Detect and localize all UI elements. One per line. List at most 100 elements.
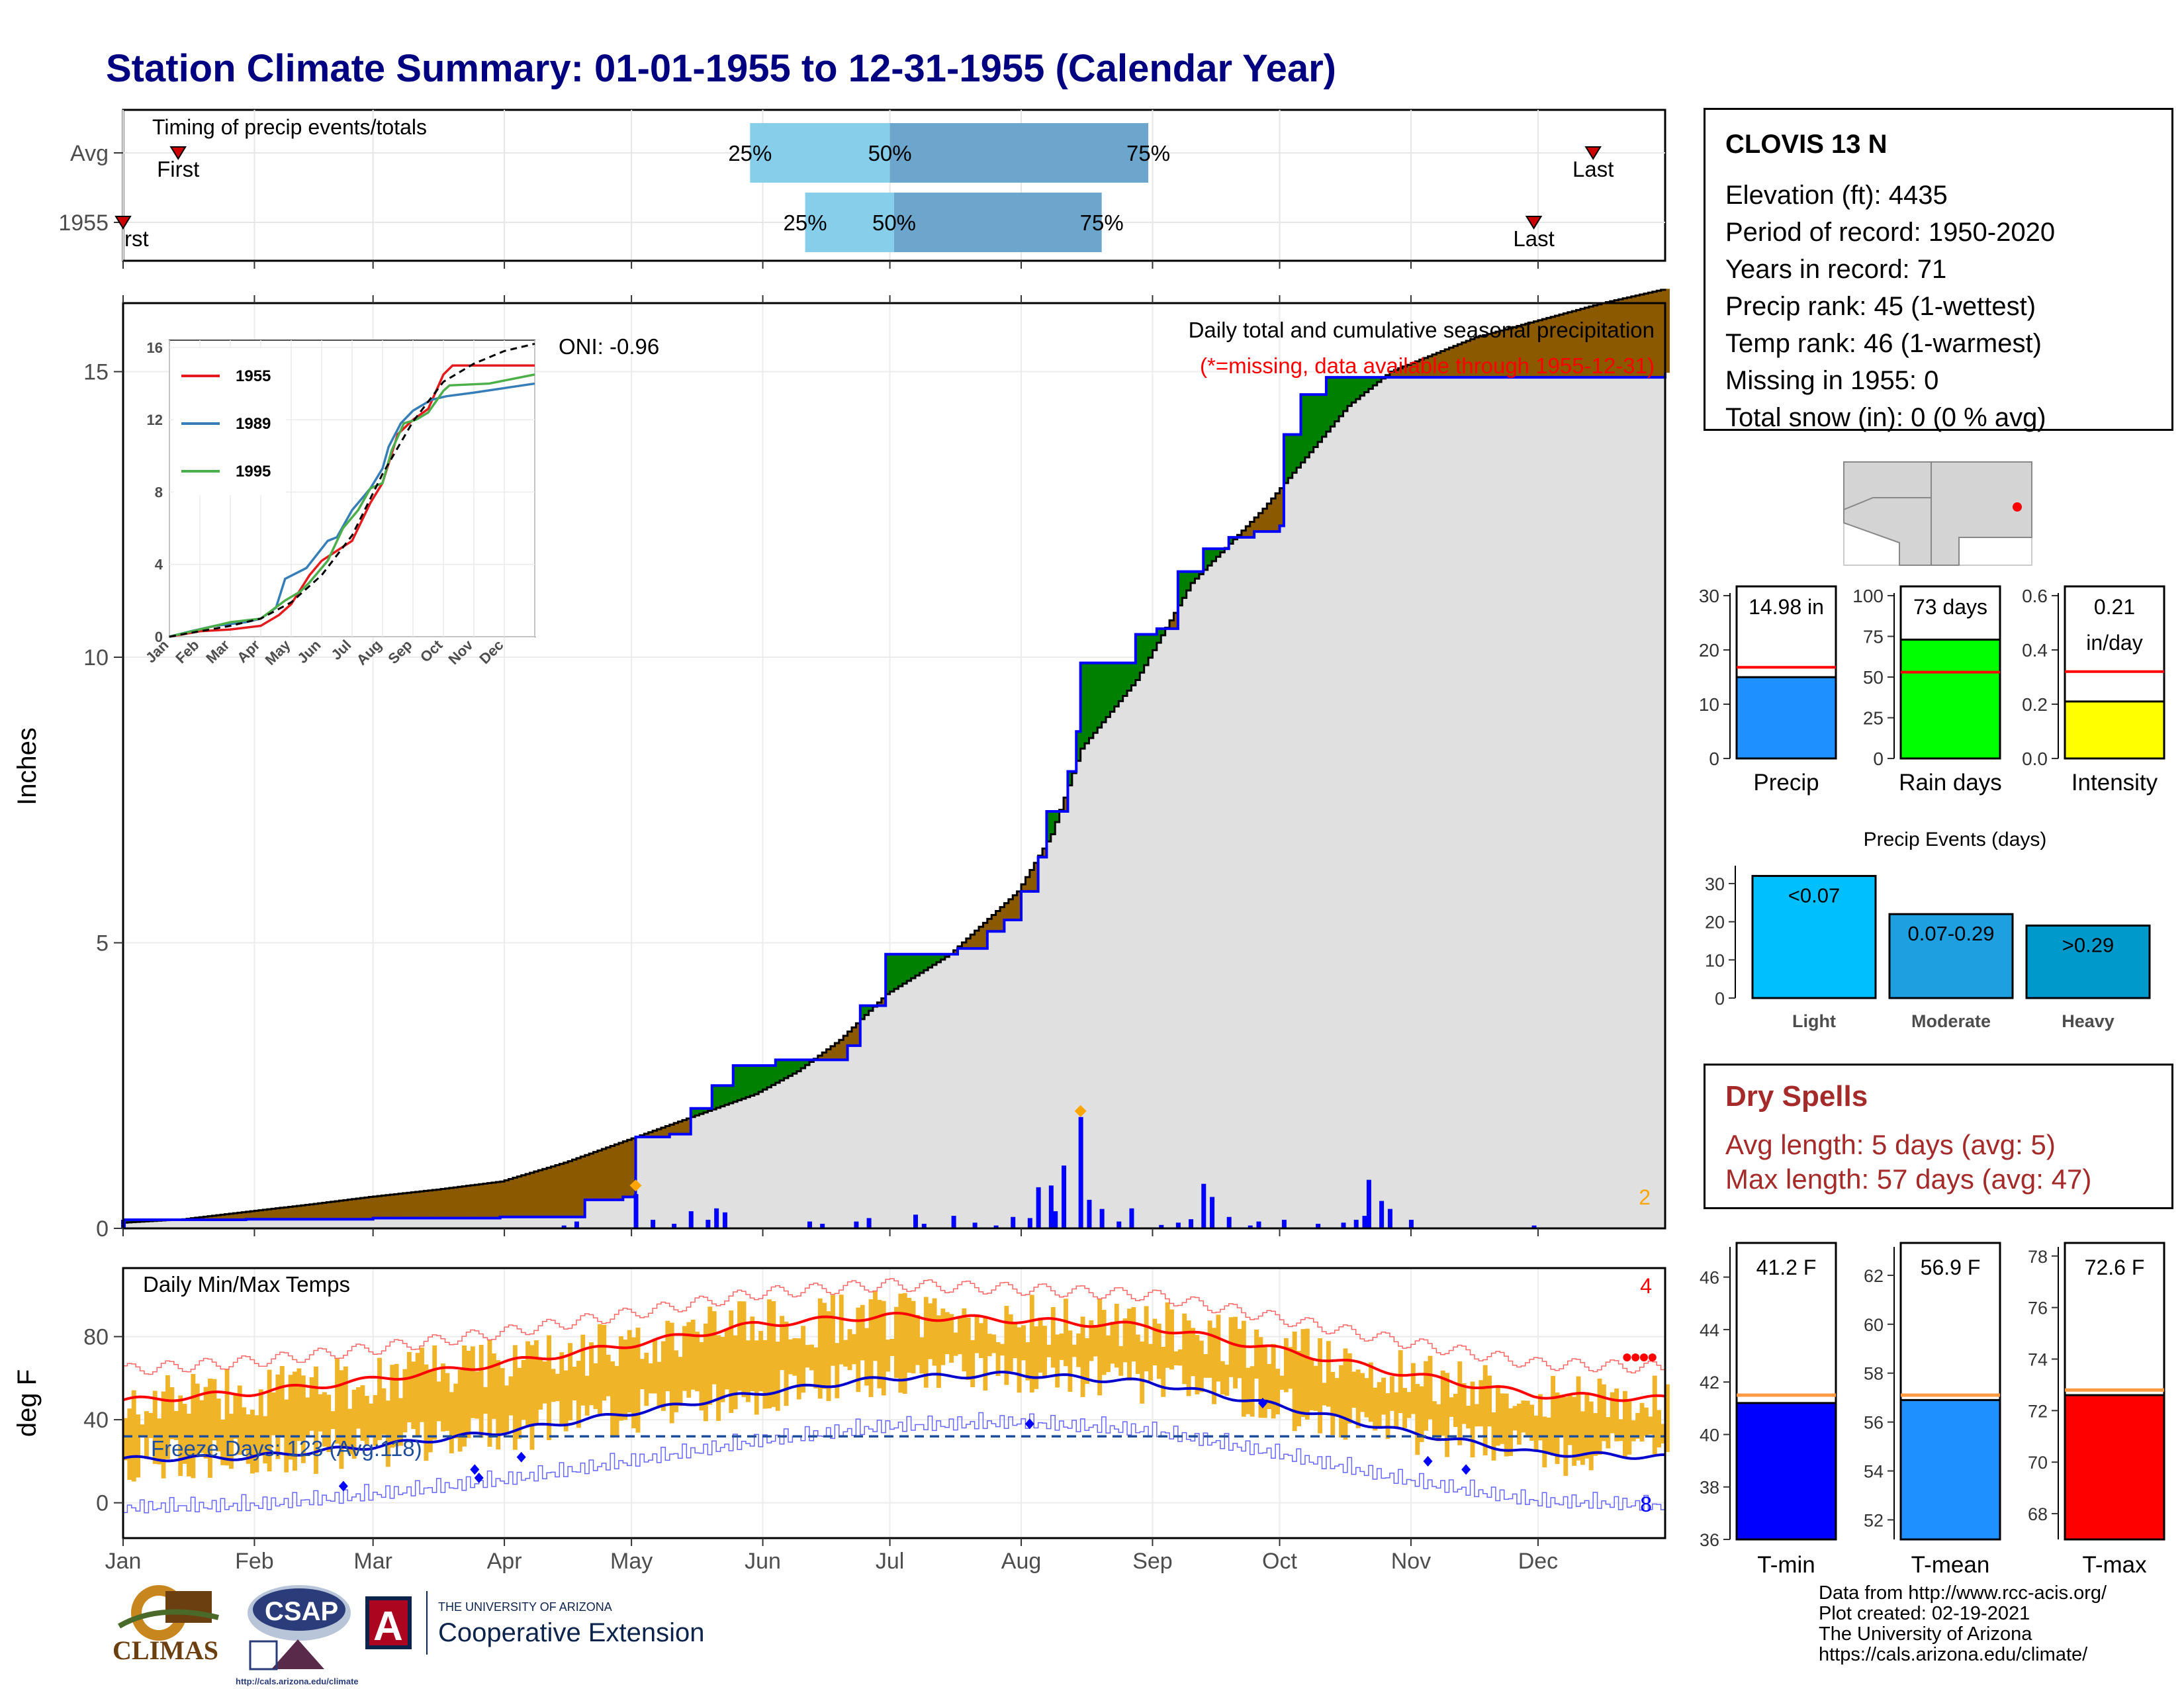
daily-temp-bar xyxy=(788,1340,793,1375)
deficit-band xyxy=(322,1203,327,1219)
surplus-band xyxy=(716,1085,721,1108)
daily-precip-bar xyxy=(1028,1218,1032,1228)
daily-temp-bar xyxy=(954,1332,958,1355)
dry-spells-box: Dry Spells Avg length: 5 days (avg: 5) M… xyxy=(1704,1064,2173,1209)
deficit-band xyxy=(424,1191,428,1218)
daily-temp-bar xyxy=(776,1342,780,1411)
daily-temp-bar xyxy=(492,1353,496,1419)
daily-temp-bar xyxy=(877,1300,882,1389)
surplus-band xyxy=(1314,394,1318,447)
csap-text: CSAP xyxy=(265,1597,338,1626)
first-label: First xyxy=(157,157,199,181)
daily-temp-bar xyxy=(1305,1329,1310,1420)
surplus-band xyxy=(725,1085,729,1105)
daily-temp-bar xyxy=(1229,1317,1234,1377)
tbar-label: T-max xyxy=(2082,1552,2147,1578)
daily-temp-bar xyxy=(445,1373,449,1431)
deficit-band xyxy=(453,1187,458,1218)
deficit-band xyxy=(471,1185,475,1218)
temp-ylabel: deg F xyxy=(13,1369,42,1437)
station-snow: Total snow (in): 0 (0 % avg) xyxy=(1725,399,2152,436)
daily-temp-bar xyxy=(1517,1404,1522,1445)
daily-temp-bar xyxy=(407,1352,412,1422)
first-label: rst xyxy=(124,226,149,251)
daily-temp-bar xyxy=(1102,1310,1107,1375)
daily-temp-bar xyxy=(1013,1324,1017,1358)
tbar-value: 72.6 F xyxy=(2085,1255,2145,1279)
daily-temp-bar xyxy=(670,1323,674,1424)
tbar-y-tick: 40 xyxy=(1700,1425,1719,1445)
deficit-band xyxy=(525,1174,530,1217)
daily-temp-bar xyxy=(970,1340,975,1387)
daily-temp-bar xyxy=(1648,1416,1653,1434)
summary-value-unit: in/day xyxy=(2086,631,2142,655)
daily-precip-bar xyxy=(1079,1117,1083,1228)
credit-line: The University of Arizona xyxy=(1819,1624,2107,1645)
month-label: Mar xyxy=(353,1549,392,1574)
deficit-band xyxy=(530,1173,535,1217)
daily-temp-bar xyxy=(1373,1388,1377,1431)
daily-temp-bar xyxy=(1407,1392,1412,1418)
last-label: Last xyxy=(1513,226,1554,251)
inset-y-tick: 4 xyxy=(155,557,163,573)
daily-temp-bar xyxy=(623,1340,627,1420)
summary-value: 73 days xyxy=(1913,595,1987,619)
dry-spells-avg: Avg length: 5 days (avg: 5) xyxy=(1725,1128,2152,1162)
daily-temp-bar xyxy=(1131,1307,1136,1361)
surplus-band xyxy=(907,954,911,981)
deficit-band xyxy=(335,1201,340,1219)
daily-temp-bar xyxy=(1424,1361,1428,1431)
extreme-count: 2 xyxy=(1639,1185,1651,1209)
daily-temp-bar xyxy=(813,1347,818,1389)
deficit-band xyxy=(289,1207,293,1219)
daily-temp-bar xyxy=(890,1339,895,1356)
daily-temp-bar xyxy=(1347,1353,1352,1424)
daily-temp-bar xyxy=(606,1355,611,1396)
daily-temp-bar xyxy=(712,1311,717,1384)
daily-temp-bar xyxy=(1386,1393,1390,1439)
daily-temp-bar xyxy=(767,1299,772,1408)
daily-temp-bar xyxy=(979,1323,983,1358)
timing-quantile-label: 50% xyxy=(868,141,912,165)
tbar-y-tick: 46 xyxy=(1700,1268,1719,1288)
daily-precip-bar xyxy=(1388,1209,1392,1228)
daily-temp-bar xyxy=(1580,1411,1585,1465)
daily-temp-bar xyxy=(1123,1318,1128,1362)
daily-temp-bar xyxy=(1250,1366,1255,1416)
daily-temp-bar xyxy=(576,1361,581,1428)
daily-temp-bar xyxy=(657,1362,662,1406)
deficit-band xyxy=(284,1207,289,1219)
surplus-band xyxy=(1102,663,1107,723)
daily-temp-bar xyxy=(1127,1308,1132,1381)
deficit-band xyxy=(267,1209,272,1219)
daily-temp-bar xyxy=(1598,1379,1602,1455)
deficit-band xyxy=(496,1182,500,1218)
record-low-count: 8 xyxy=(1640,1492,1652,1516)
daily-temp-bar xyxy=(1525,1400,1530,1435)
daily-temp-bar xyxy=(356,1387,361,1429)
daily-temp-bar xyxy=(572,1367,577,1400)
daily-temp-bar xyxy=(1309,1359,1314,1410)
daily-temp-bar xyxy=(644,1353,649,1406)
daily-temp-bar xyxy=(144,1411,149,1459)
daily-temp-bar xyxy=(1144,1306,1149,1372)
summary-bar xyxy=(2065,702,2164,758)
summary-y-tick: 30 xyxy=(1699,586,1719,606)
summary-y-tick: 10 xyxy=(1699,694,1719,715)
events-category: Heavy xyxy=(2062,1011,2115,1031)
summary-y-tick: 75 xyxy=(1863,627,1884,647)
ua-line1: THE UNIVERSITY OF ARIZONA xyxy=(438,1600,612,1614)
daily-temp-bar xyxy=(928,1303,933,1359)
inset-legend-label: 1989 xyxy=(236,415,271,433)
daily-temp-bar xyxy=(525,1342,530,1427)
daily-temp-bar xyxy=(487,1340,492,1447)
daily-temp-bar xyxy=(296,1369,301,1441)
daily-temp-bar xyxy=(1538,1394,1543,1441)
daily-temp-bar xyxy=(869,1299,874,1397)
daily-temp-bar xyxy=(136,1414,140,1477)
deficit-band xyxy=(331,1202,336,1219)
daily-precip-bar xyxy=(634,1194,639,1228)
daily-temp-bar xyxy=(1233,1317,1238,1389)
tbar-value: 56.9 F xyxy=(1921,1255,1981,1279)
